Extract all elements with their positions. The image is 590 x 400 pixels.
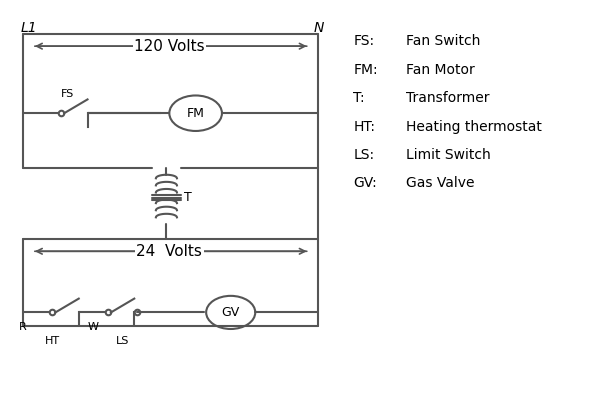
Text: GV: GV — [222, 306, 240, 319]
Text: N: N — [313, 20, 323, 34]
Text: R: R — [19, 322, 27, 332]
Text: FS:: FS: — [353, 34, 375, 48]
Text: T:: T: — [353, 91, 365, 105]
Text: Heating thermostat: Heating thermostat — [406, 120, 542, 134]
Text: HT: HT — [45, 336, 60, 346]
Text: Fan Switch: Fan Switch — [406, 34, 480, 48]
Text: T: T — [184, 191, 192, 204]
Text: HT:: HT: — [353, 120, 375, 134]
Text: L1: L1 — [20, 20, 37, 34]
Text: LS:: LS: — [353, 148, 375, 162]
Text: FM: FM — [186, 107, 205, 120]
Text: 24  Volts: 24 Volts — [136, 244, 202, 259]
Text: Gas Valve: Gas Valve — [406, 176, 474, 190]
Text: FM:: FM: — [353, 63, 378, 77]
Text: GV:: GV: — [353, 176, 377, 190]
Text: LS: LS — [116, 336, 129, 346]
Text: Limit Switch: Limit Switch — [406, 148, 491, 162]
Text: Transformer: Transformer — [406, 91, 490, 105]
Text: Fan Motor: Fan Motor — [406, 63, 475, 77]
Text: FS: FS — [61, 90, 74, 100]
Text: W: W — [88, 322, 99, 332]
Text: 120 Volts: 120 Volts — [134, 39, 205, 54]
